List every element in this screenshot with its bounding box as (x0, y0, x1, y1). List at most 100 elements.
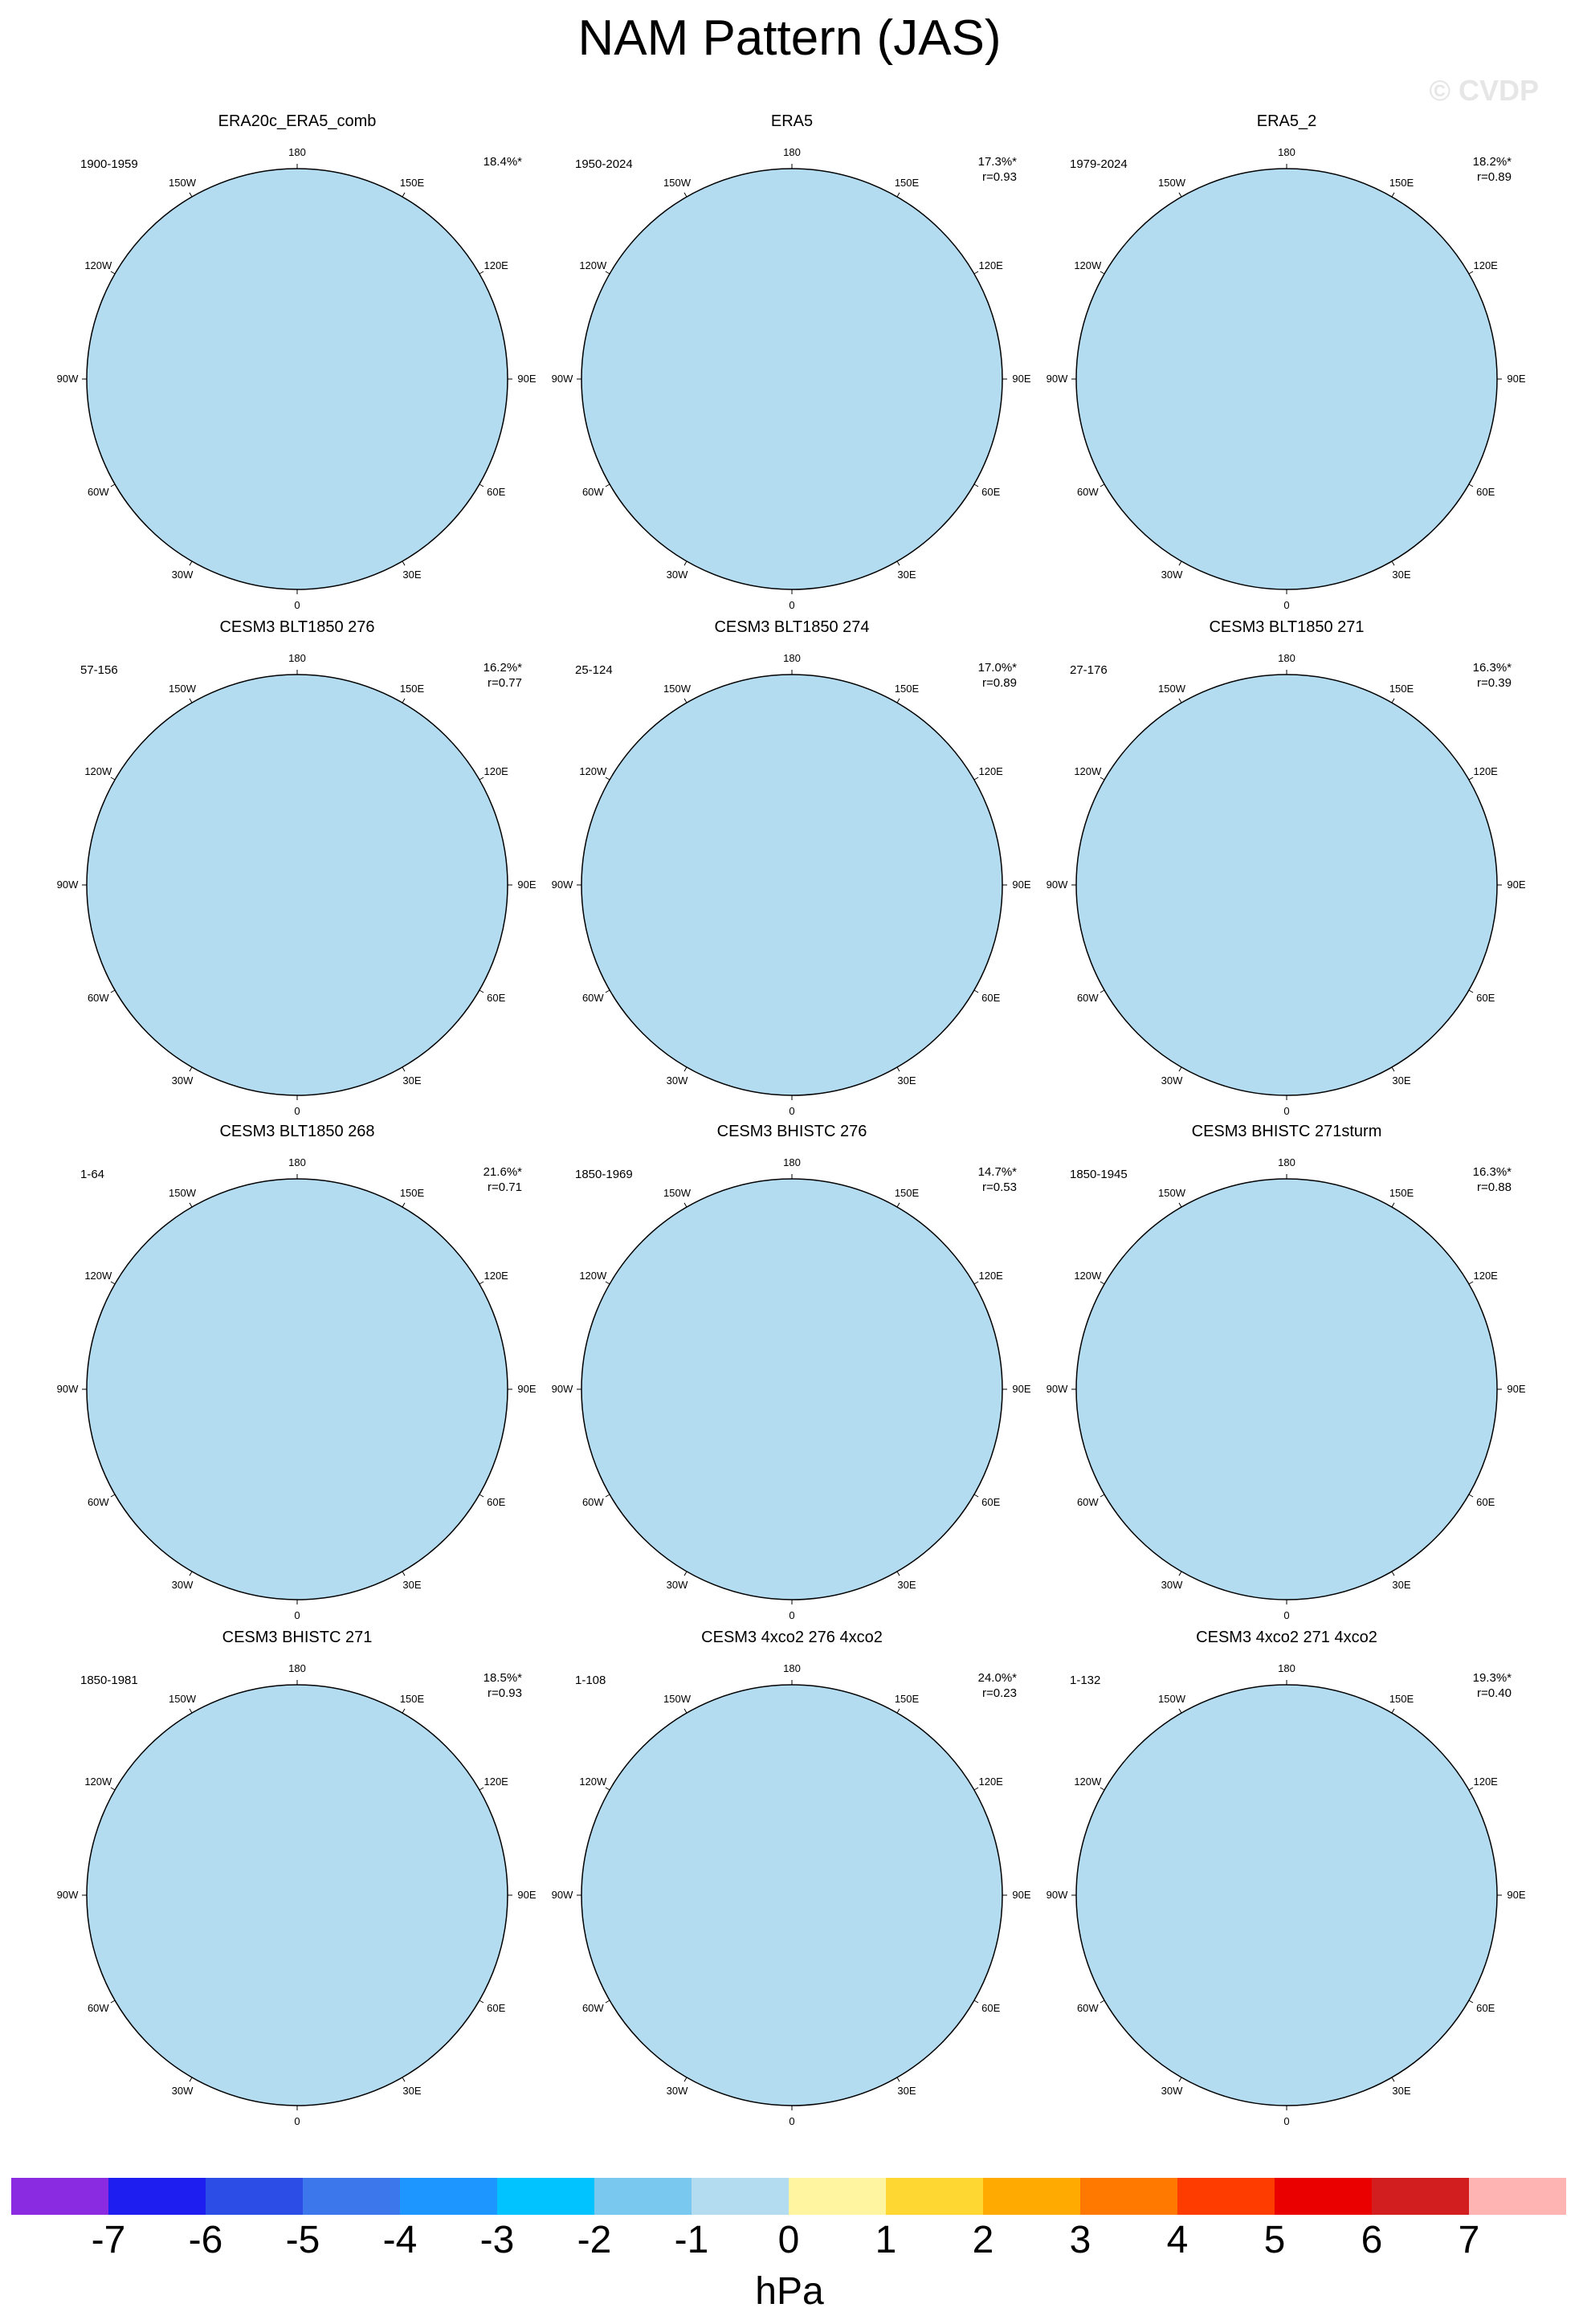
longitude-tick (1468, 777, 1474, 781)
longitude-label: 150W (169, 683, 197, 695)
longitude-label: 60E (981, 992, 1000, 1004)
longitude-tick (110, 777, 116, 781)
longitude-tick (1468, 271, 1474, 275)
longitude-tick (110, 483, 116, 487)
colorbar-swatch (594, 2178, 692, 2215)
longitude-label: 90E (1507, 879, 1525, 891)
longitude-label: 90W (552, 879, 573, 891)
colorbar-tick-label: 3 (1069, 2219, 1091, 2261)
variance-explained: 16.3%* (1472, 661, 1512, 675)
pattern-correlation: r=0.71 (488, 1180, 522, 1194)
longitude-label: 90W (57, 1383, 79, 1395)
longitude-tick (683, 1571, 687, 1576)
longitude-label: 0 (294, 599, 300, 610)
longitude-label: 30W (667, 1074, 688, 1087)
longitude-tick (402, 561, 406, 566)
colorbar-swatch (108, 2178, 206, 2215)
map-background (581, 1179, 1002, 1600)
longitude-tick (1391, 1202, 1395, 1208)
panel-title: CESM3 BLT1850 271 (1209, 618, 1365, 636)
colorbar-tick-label: 6 (1361, 2219, 1383, 2261)
map-panel: 0 30E 60E 90E 120E 150E 180 150W 120W 90W 60W 30W CE… (48, 618, 546, 1116)
colorbar-swatch (1177, 2178, 1275, 2215)
longitude-label: 180 (783, 652, 801, 664)
longitude-tick (110, 1494, 116, 1498)
variance-explained: 19.3%* (1472, 1671, 1512, 1685)
longitude-label: 120E (1473, 259, 1498, 271)
pattern-correlation: r=0.89 (982, 676, 1017, 690)
longitude-label: 90W (552, 1383, 573, 1395)
longitude-label: 120E (978, 259, 1003, 271)
longitude-label: 30E (1392, 1074, 1410, 1087)
longitude-label: 150W (663, 1693, 692, 1705)
map-background (87, 675, 508, 1095)
polar-map: 0 30E 60E 90E 120E 150E 180 150W 120W 90W 60W 30W (1047, 1156, 1526, 1621)
longitude-tick (1468, 2000, 1474, 2004)
longitude-label: 60W (1077, 992, 1099, 1004)
longitude-label: 60E (1476, 2002, 1495, 2014)
colorbar-tick-label: 4 (1166, 2219, 1189, 2261)
longitude-label: 120W (84, 1776, 112, 1788)
longitude-label: 90E (517, 1383, 536, 1395)
longitude-label: 90E (517, 373, 536, 385)
longitude-label: 180 (288, 146, 306, 158)
map-background (1076, 1179, 1497, 1600)
variance-explained: 24.0%* (977, 1671, 1017, 1685)
colorbar-tick-label: 1 (875, 2219, 897, 2261)
longitude-tick (402, 1066, 406, 1072)
longitude-tick (1468, 483, 1474, 487)
longitude-tick (896, 1202, 900, 1208)
pattern-correlation: r=0.93 (982, 170, 1017, 184)
variance-explained: 17.0%* (977, 661, 1017, 675)
longitude-tick (1468, 1787, 1474, 1791)
longitude-label: 120E (483, 259, 508, 271)
map-background (1076, 169, 1497, 589)
longitude-label: 150W (663, 1187, 692, 1199)
longitude-label: 180 (783, 1662, 801, 1674)
longitude-label: 120E (483, 765, 508, 777)
longitude-tick (110, 1281, 116, 1285)
longitude-tick (605, 989, 610, 993)
longitude-label: 30W (667, 569, 688, 581)
longitude-tick (189, 2077, 193, 2082)
longitude-label: 120W (579, 1776, 607, 1788)
colorbar-swatch (1469, 2178, 1566, 2215)
longitude-label: 30W (1161, 1579, 1183, 1591)
panel-stats: 16.3%* r=0.39 (1473, 660, 1512, 691)
map-panel: 0 30E 60E 90E 120E 150E 180 150W 120W 90W 60W 30W ER… (48, 112, 546, 610)
map-panel: 0 30E 60E 90E 120E 150E 180 150W 120W 90W 60W 30W CE… (1038, 618, 1536, 1116)
map-panel: 0 30E 60E 90E 120E 150E 180 150W 120W 90W 60W 30W CE… (1038, 1629, 1536, 2126)
longitude-label: 60E (1476, 1496, 1495, 1508)
longitude-label: 60W (1077, 486, 1099, 498)
longitude-label: 90W (1047, 1889, 1068, 1901)
longitude-label: 150E (895, 1187, 920, 1199)
map-background (1076, 1685, 1497, 2106)
longitude-label: 0 (1283, 599, 1289, 610)
longitude-label: 120W (1074, 1270, 1102, 1282)
colorbar-tick-label: -4 (382, 2219, 418, 2261)
longitude-tick (605, 1281, 610, 1285)
longitude-tick (896, 1066, 900, 1072)
longitude-label: 60W (88, 992, 109, 1004)
longitude-tick (1391, 1066, 1395, 1072)
longitude-tick (479, 989, 484, 993)
longitude-label: 150W (663, 177, 692, 189)
longitude-label: 30W (1161, 569, 1183, 581)
longitude-tick (1391, 192, 1395, 198)
variance-explained: 16.2%* (483, 661, 522, 675)
longitude-tick (1178, 192, 1182, 198)
longitude-label: 30W (172, 1074, 194, 1087)
map-panel: 0 30E 60E 90E 120E 150E 180 150W 120W 90W 60W 30W CE… (543, 1123, 1041, 1621)
longitude-tick (683, 561, 687, 566)
longitude-label: 90E (517, 879, 536, 891)
cvdp-watermark: © CVDP (1429, 74, 1539, 107)
panel-title: CESM3 BHISTC 276 (716, 1123, 867, 1140)
longitude-tick (683, 698, 687, 703)
longitude-tick (1178, 1571, 1182, 1576)
longitude-label: 30E (897, 1579, 916, 1591)
longitude-label: 30E (402, 2085, 421, 2097)
longitude-label: 30W (172, 569, 194, 581)
longitude-label: 60W (88, 1496, 109, 1508)
longitude-label: 0 (789, 2115, 794, 2126)
panel-stats: 17.3%* r=0.93 (978, 154, 1017, 185)
